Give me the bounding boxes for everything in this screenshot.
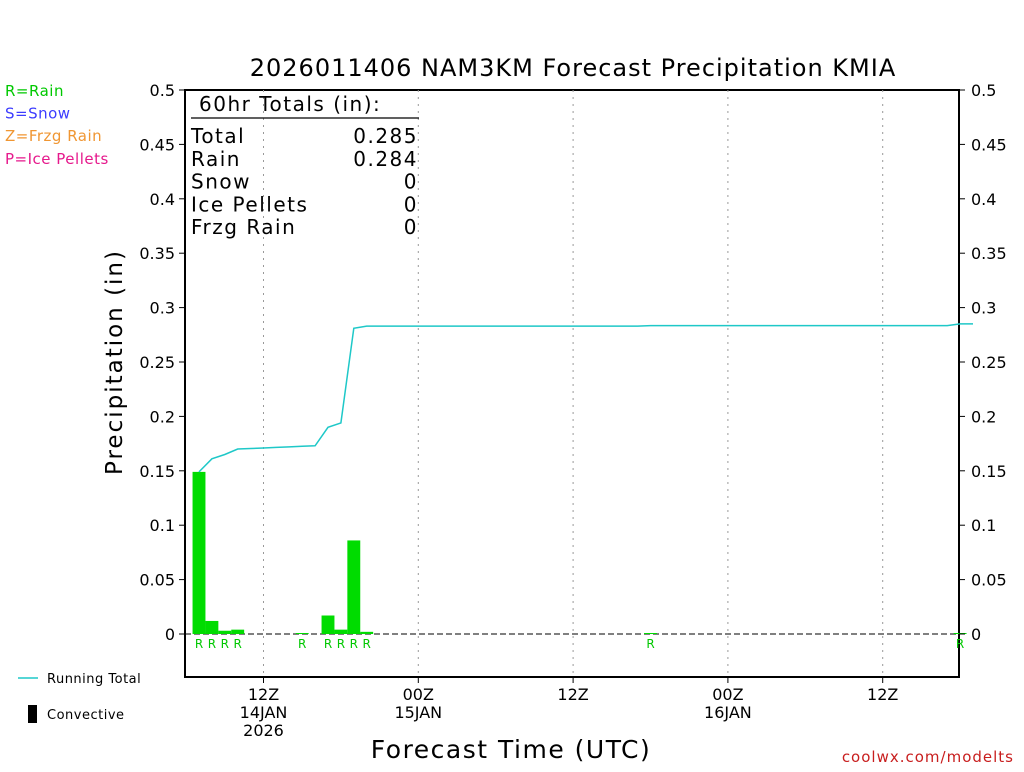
precip-type-marker: R [324,637,332,651]
totals-row-label: Ice Pellets [191,192,308,216]
line-legend-label: Convective [47,708,125,723]
y-tick-label-left: 0.15 [139,462,175,481]
precip-bar [334,629,348,634]
y-tick-label-right: 0.3 [971,299,996,318]
y-tick-label-right: 0.15 [971,462,1007,481]
totals-row-label: Snow [191,170,251,194]
y-tick-label-right: 0.35 [971,244,1007,263]
totals-row-value: 0.285 [353,124,418,148]
totals-row-value: 0 [404,215,418,239]
totals-row-label: Frzg Rain [191,215,296,239]
y-tick-label-right: 0.05 [971,571,1007,590]
x-tick-label: 2026 [243,721,284,740]
x-tick-label: 12Z [557,685,588,704]
y-tick-label-right: 0.1 [971,516,996,535]
precip-bar [192,471,206,634]
precip-type-marker: R [956,637,964,651]
running-total-line [198,323,973,473]
y-tick-label-right: 0.25 [971,353,1007,372]
precip-type-legend-item: Z=Frzg Rain [5,127,102,145]
convective-legend-swatch [28,705,37,723]
precip-type-legend-item: S=Snow [5,105,71,123]
y-tick-label-left: 0 [165,625,175,644]
x-tick-label: 15JAN [394,703,442,722]
precip-bar [644,633,657,634]
y-tick-label-left: 0.1 [150,516,175,535]
precip-type-marker: R [234,637,242,651]
precip-bar [321,615,335,634]
totals-row-label: Total [190,124,245,148]
y-tick-label-right: 0.4 [971,190,996,209]
precip-bar [205,620,219,634]
precip-type-marker: R [646,637,654,651]
y-tick-label-left: 0.2 [150,407,175,426]
plot-frame [184,89,960,678]
x-tick-label: 16JAN [704,703,752,722]
line-legend-label: Running Total [47,672,141,687]
y-axis-label: Precipitation (in) [102,249,128,475]
y-tick-label-left: 0.35 [139,244,175,263]
x-tick-label: 12Z [867,685,898,704]
x-axis-label: Forecast Time (UTC) [371,735,651,764]
chart-title: 2026011406 NAM3KM Forecast Precipitation… [250,54,897,82]
totals-box: 60hr Totals (in): Total 0.285 Rain 0.284 Snow… [190,92,419,239]
y-tick-label-left: 0.45 [139,135,175,154]
grid-layer [185,90,959,677]
y-tick-label-right: 0 [971,625,981,644]
precip-bar [231,629,245,634]
y-tick-label-left: 0.3 [150,299,175,318]
y-tick-label-right: 0.2 [971,407,996,426]
x-tick-label: 14JAN [240,703,288,722]
totals-row-label: Rain [191,147,241,171]
y-tick-label-right: 0.45 [971,135,1007,154]
totals-row-value: 0.284 [353,147,418,171]
precip-type-marker: R [208,637,216,651]
totals-header: 60hr Totals (in): [199,92,381,116]
precip-type-marker: R [350,637,358,651]
x-tick-label: 00Z [403,685,434,704]
precip-bar [295,633,309,634]
y-tick-label-right: 0.5 [971,81,996,100]
precip-bar [360,631,374,634]
y-tick-label-left: 0.05 [139,571,175,590]
y-tick-label-left: 0.5 [150,81,175,100]
precip-type-marker: R [363,637,371,651]
legend-layer: R=Rain S=Snow Z=Frzg Rain P=Ice Pellets Runn… [5,82,141,723]
bar-layer [192,471,967,634]
precip-type-marker: R [195,637,203,651]
precip-type-legend-item: P=Ice Pellets [5,150,109,168]
precip-type-marker: R [298,637,306,651]
y-tick-label-left: 0.4 [150,190,175,209]
y-tick-label-left: 0.25 [139,353,175,372]
x-tick-label: 12Z [248,685,279,704]
totals-row-value: 0 [404,170,418,194]
x-tick-label: 00Z [712,685,743,704]
precip-bar [347,540,361,634]
watermark: coolwx.com/modelts [842,748,1014,766]
precip-type-legend-item: R=Rain [5,82,64,100]
line-layer [198,323,973,473]
totals-row-value: 0 [404,192,418,216]
precip-type-marker: R [337,637,345,651]
precip-type-marker: R [221,637,229,651]
precip-bar [218,630,232,634]
